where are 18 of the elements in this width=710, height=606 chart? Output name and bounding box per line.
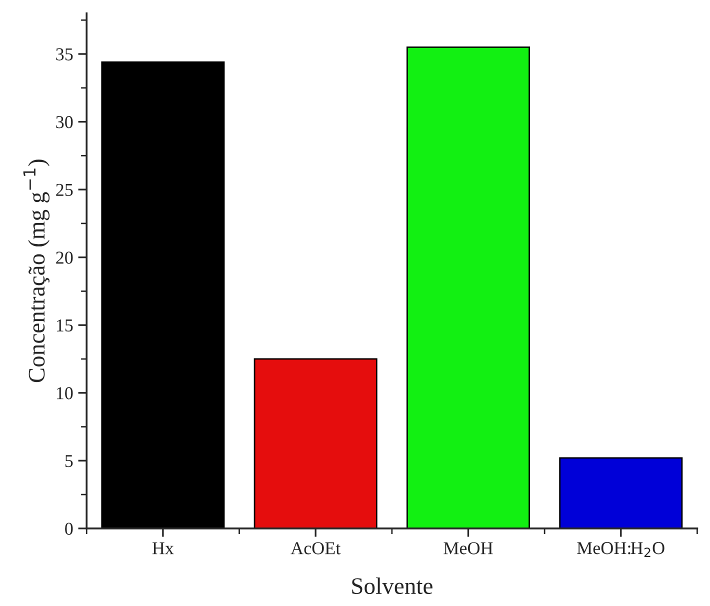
- bar: [559, 457, 683, 528]
- y-tick-label: 5: [65, 455, 73, 468]
- x-tick-label: AcOEt: [290, 542, 341, 554]
- y-tick-label: 20: [56, 252, 73, 264]
- y-tick-label: 15: [56, 319, 73, 332]
- y-tick-label: 25: [56, 184, 73, 196]
- y-tick-label: 10: [56, 387, 73, 400]
- x-tick-label: Hx: [152, 542, 174, 554]
- x-axis-title: Solvente: [352, 577, 432, 594]
- x-tick-label: MeOH:H$_{2}$O: [577, 542, 664, 557]
- bar: [101, 61, 225, 528]
- y-tick-label: 0: [65, 522, 73, 535]
- bar: [254, 358, 378, 528]
- x-tick-label: MeOH: [444, 542, 493, 554]
- y-tick-label: 30: [56, 116, 73, 128]
- y-axis-title: Concentração (mg g$^{−1}$): [23, 160, 50, 382]
- y-tick-label: 35: [56, 48, 73, 60]
- bar: [406, 46, 530, 528]
